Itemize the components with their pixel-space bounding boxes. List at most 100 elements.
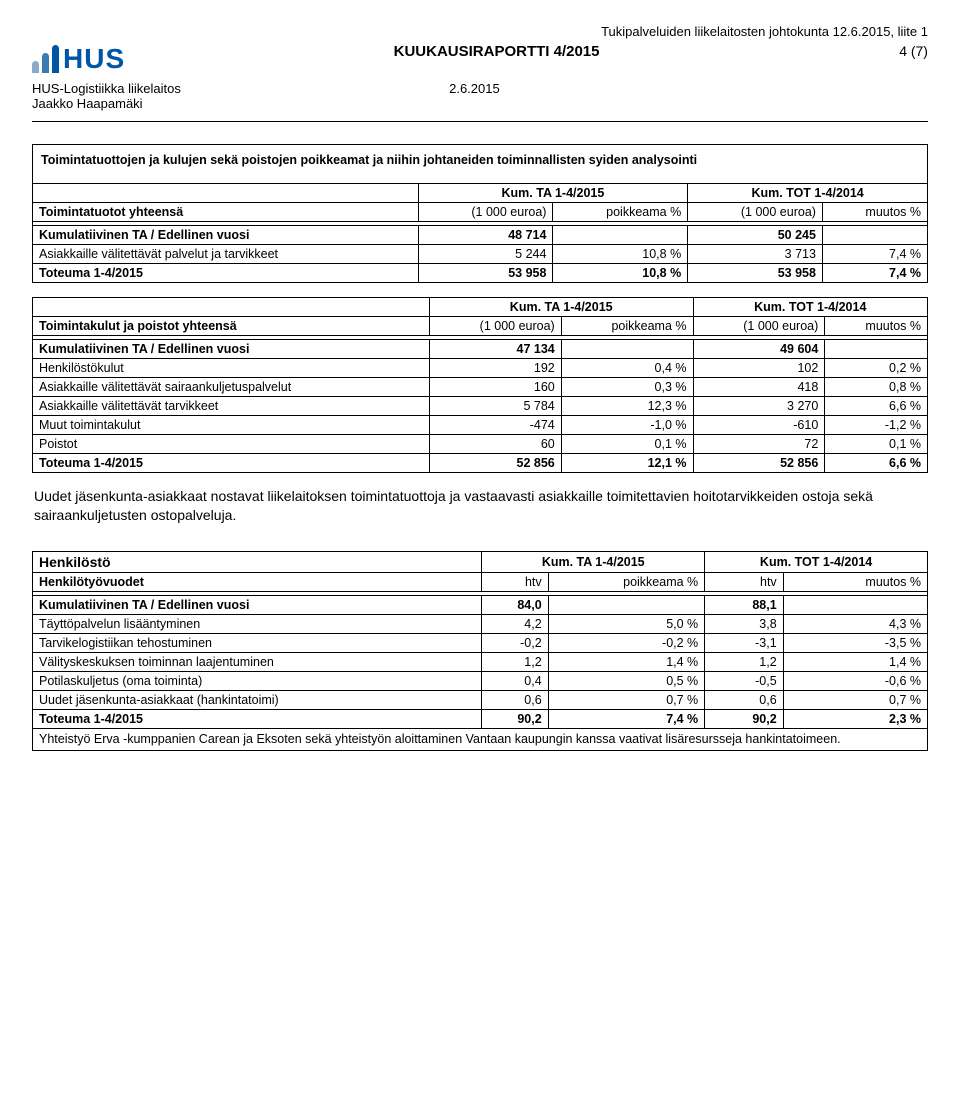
cell: -610 bbox=[693, 416, 825, 435]
page-number: 4 (7) bbox=[868, 43, 928, 59]
unit: (1 000 euroa) bbox=[418, 203, 553, 222]
cell: 7,4 % bbox=[548, 709, 705, 728]
unit: (1 000 euroa) bbox=[693, 317, 825, 336]
cell: 6,6 % bbox=[825, 397, 928, 416]
cell: -0,2 bbox=[482, 633, 548, 652]
row-label: Poistot bbox=[33, 435, 430, 454]
cell: 418 bbox=[693, 378, 825, 397]
cell: 7,4 % bbox=[822, 245, 927, 264]
unit: (1 000 euroa) bbox=[429, 317, 561, 336]
row-label: Muut toimintakulut bbox=[33, 416, 430, 435]
row-base-label: Kumulatiivinen TA / Edellinen vuosi bbox=[33, 595, 482, 614]
row-total-label: Toteuma 1-4/2015 bbox=[33, 709, 482, 728]
unit: muutos % bbox=[783, 572, 927, 591]
unit: poikkeama % bbox=[548, 572, 705, 591]
cell: 53 958 bbox=[688, 264, 823, 283]
cell: 5,0 % bbox=[548, 614, 705, 633]
table3-footer-text: Yhteistyö Erva -kumppanien Carean ja Eks… bbox=[33, 728, 928, 750]
cell: 1,4 % bbox=[783, 652, 927, 671]
col-ta: Kum. TA 1-4/2015 bbox=[418, 184, 688, 203]
attachment-line: Tukipalveluiden liikelaitosten johtokunt… bbox=[32, 24, 928, 39]
row-label: Asiakkaille välitettävät tarvikkeet bbox=[33, 397, 430, 416]
cell: 2,3 % bbox=[783, 709, 927, 728]
cell: 52 856 bbox=[429, 454, 561, 473]
table-row: Muut toimintakulut-474-1,0 %-610-1,2 % bbox=[33, 416, 928, 435]
table-row: Tarvikelogistiikan tehostuminen-0,2-0,2 … bbox=[33, 633, 928, 652]
cell: 0,4 bbox=[482, 671, 548, 690]
cell: 0,6 bbox=[705, 690, 784, 709]
cell: 52 856 bbox=[693, 454, 825, 473]
cell bbox=[561, 340, 693, 359]
unit: htv bbox=[705, 572, 784, 591]
table-row: Asiakkaille välitettävät sairaankuljetus… bbox=[33, 378, 928, 397]
cell: 6,6 % bbox=[825, 454, 928, 473]
table-row: Asiakkaille välitettävät tarvikkeet5 784… bbox=[33, 397, 928, 416]
cell: 49 604 bbox=[693, 340, 825, 359]
table-row: Täyttöpalvelun lisääntyminen4,25,0 %3,84… bbox=[33, 614, 928, 633]
cell: 72 bbox=[693, 435, 825, 454]
cell bbox=[822, 226, 927, 245]
cell: 0,3 % bbox=[561, 378, 693, 397]
row-label: Täyttöpalvelun lisääntyminen bbox=[33, 614, 482, 633]
cell: 4,2 bbox=[482, 614, 548, 633]
cell: 50 245 bbox=[688, 226, 823, 245]
unit: poikkeama % bbox=[553, 203, 688, 222]
hus-logo: HUS bbox=[32, 43, 125, 75]
cell: 4,3 % bbox=[783, 614, 927, 633]
cell: 60 bbox=[429, 435, 561, 454]
cell: 12,3 % bbox=[561, 397, 693, 416]
cell bbox=[783, 595, 927, 614]
divider bbox=[32, 121, 928, 122]
cell: 102 bbox=[693, 359, 825, 378]
row-fte-label: Henkilötyövuodet bbox=[33, 572, 482, 591]
organisation-name: HUS-Logistiikka liikelaitos bbox=[32, 81, 181, 96]
cell: 10,8 % bbox=[553, 264, 688, 283]
cell: 84,0 bbox=[482, 595, 548, 614]
cell: -1,0 % bbox=[561, 416, 693, 435]
col-ta: Kum. TA 1-4/2015 bbox=[429, 298, 693, 317]
table-row: Potilaskuljetus (oma toiminta)0,40,5 %-0… bbox=[33, 671, 928, 690]
table-row: Henkilöstökulut1920,4 %1020,2 % bbox=[33, 359, 928, 378]
cell bbox=[825, 340, 928, 359]
row-total-label: Toteuma 1-4/2015 bbox=[33, 264, 419, 283]
row-expenses-label: Toimintakulut ja poistot yhteensä bbox=[33, 317, 430, 336]
cell: 3 270 bbox=[693, 397, 825, 416]
table-row: Poistot600,1 %720,1 % bbox=[33, 435, 928, 454]
row-total-label: Toteuma 1-4/2015 bbox=[33, 454, 430, 473]
table-row: Välityskeskuksen toiminnan laajentuminen… bbox=[33, 652, 928, 671]
col-tot: Kum. TOT 1-4/2014 bbox=[693, 298, 928, 317]
cell: 47 134 bbox=[429, 340, 561, 359]
row-revenues-label: Toimintatuotot yhteensä bbox=[33, 203, 419, 222]
cell: 0,4 % bbox=[561, 359, 693, 378]
personnel-table: Henkilöstö Kum. TA 1-4/2015 Kum. TOT 1-4… bbox=[32, 551, 928, 751]
cell: 90,2 bbox=[705, 709, 784, 728]
cell: 0,5 % bbox=[548, 671, 705, 690]
cell: -1,2 % bbox=[825, 416, 928, 435]
col-tot: Kum. TOT 1-4/2014 bbox=[688, 184, 928, 203]
unit: poikkeama % bbox=[561, 317, 693, 336]
cell: 53 958 bbox=[418, 264, 553, 283]
cell: 7,4 % bbox=[822, 264, 927, 283]
row-label: Välityskeskuksen toiminnan laajentuminen bbox=[33, 652, 482, 671]
cell: 1,4 % bbox=[548, 652, 705, 671]
cell: 0,1 % bbox=[825, 435, 928, 454]
table-row: Uudet jäsenkunta-asiakkaat (hankintatoim… bbox=[33, 690, 928, 709]
row-base-label: Kumulatiivinen TA / Edellinen vuosi bbox=[33, 226, 419, 245]
table3-title: Henkilöstö bbox=[33, 551, 482, 572]
row-label: Asiakkaille välitettävät palvelut ja tar… bbox=[33, 245, 419, 264]
cell: -0,5 bbox=[705, 671, 784, 690]
row-label: Uudet jäsenkunta-asiakkaat (hankintatoim… bbox=[33, 690, 482, 709]
cell: 10,8 % bbox=[553, 245, 688, 264]
logo-bars-icon bbox=[32, 45, 59, 73]
cell: 0,7 % bbox=[783, 690, 927, 709]
col-ta: Kum. TA 1-4/2015 bbox=[482, 551, 705, 572]
row-label: Potilaskuljetus (oma toiminta) bbox=[33, 671, 482, 690]
cell: 3,8 bbox=[705, 614, 784, 633]
cell: 160 bbox=[429, 378, 561, 397]
cell: -3,1 bbox=[705, 633, 784, 652]
unit: muutos % bbox=[822, 203, 927, 222]
cell: 1,2 bbox=[482, 652, 548, 671]
cell: 0,7 % bbox=[548, 690, 705, 709]
cell: 48 714 bbox=[418, 226, 553, 245]
hus-wordmark: HUS bbox=[63, 43, 125, 75]
